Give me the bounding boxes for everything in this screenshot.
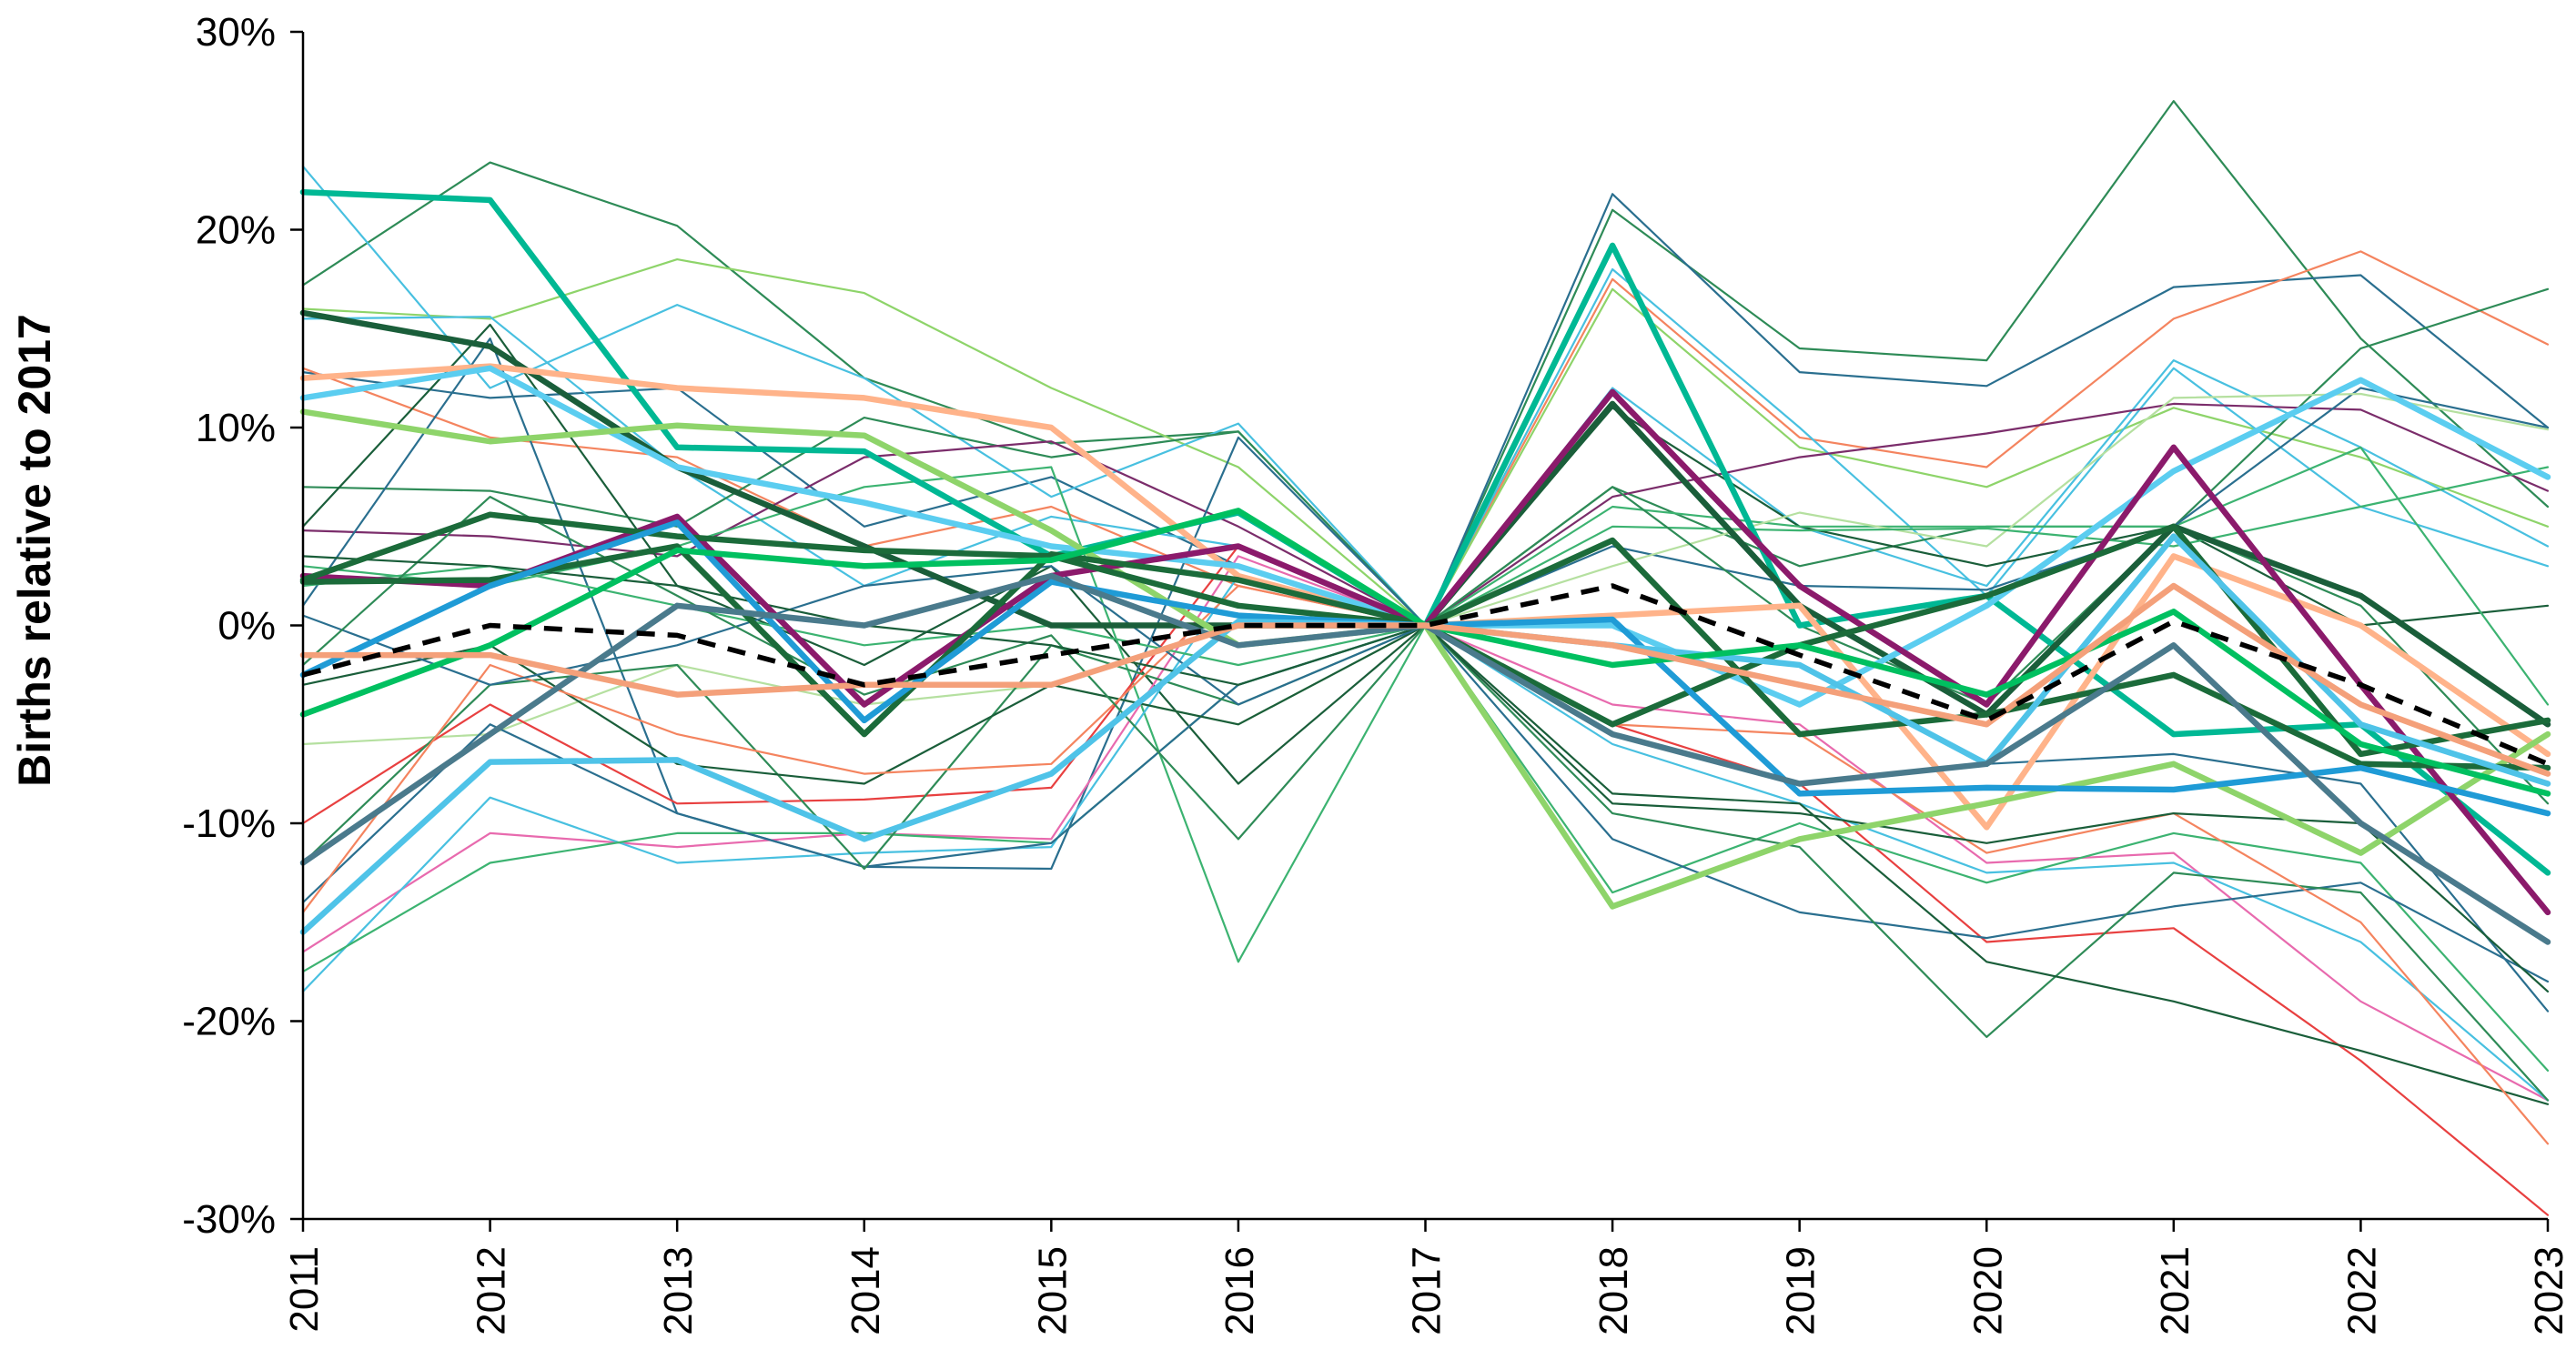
- y-tick-label: 20%: [196, 208, 276, 253]
- x-tick-label: 2015: [1030, 1246, 1075, 1335]
- x-tick-label: 2016: [1217, 1246, 1262, 1335]
- series-line-29: [299, 408, 2551, 910]
- x-tick-label: 2014: [844, 1246, 888, 1335]
- series-line-18: [301, 624, 2550, 1102]
- series-layer: [299, 99, 2551, 1216]
- y-tick-label: -20%: [182, 1000, 276, 1044]
- x-tick-label: 2022: [2339, 1246, 2384, 1335]
- x-tick-label: 2012: [470, 1246, 514, 1335]
- x-tick-label: 2017: [1405, 1246, 1450, 1335]
- x-tick-label: 2020: [1965, 1246, 2010, 1335]
- tick-labels-layer: 30% 20% 10% 0% -10% -20% -30%2011 2012 2013 2014 2…: [182, 10, 2571, 1335]
- series-line-14: [301, 545, 2550, 1216]
- series-line-02: [301, 193, 2550, 627]
- y-tick-label: 10%: [196, 406, 276, 450]
- series-line-38: [302, 583, 2550, 767]
- x-tick-label: 2011: [282, 1246, 327, 1333]
- series-line-10: [301, 446, 2550, 963]
- series-line-19: [301, 624, 2550, 1105]
- y-tick-label: -30%: [182, 1197, 276, 1242]
- series-line-37: [299, 582, 2551, 777]
- axes-layer: [290, 30, 2550, 1232]
- y-tick-label: -10%: [182, 801, 276, 846]
- x-tick-label: 2019: [1779, 1246, 1823, 1335]
- y-axis-title: Births relative to 2017: [9, 314, 60, 787]
- series-line-15: [301, 574, 2550, 1102]
- x-tick-label: 2021: [2153, 1246, 2197, 1335]
- x-tick-label: 2013: [656, 1246, 701, 1335]
- x-tick-label: 2018: [1591, 1246, 1636, 1335]
- y-tick-label: 30%: [196, 10, 276, 55]
- x-tick-label: 2023: [2527, 1246, 2571, 1335]
- y-tick-label: 0%: [217, 604, 276, 649]
